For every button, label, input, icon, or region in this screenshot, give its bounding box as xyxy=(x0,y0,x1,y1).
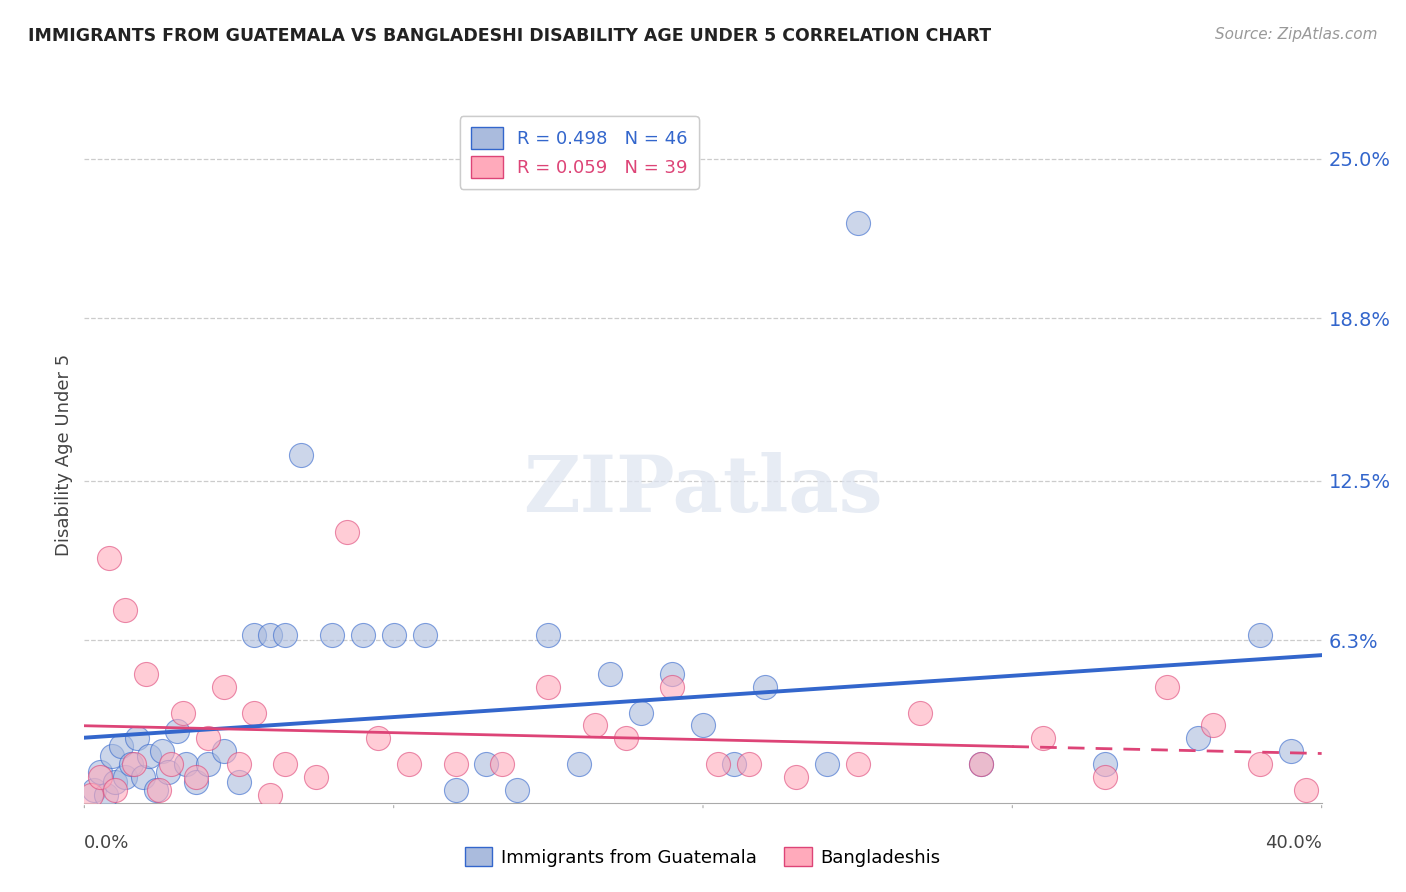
Point xyxy=(259,788,281,802)
Point xyxy=(692,718,714,732)
Point xyxy=(114,602,136,616)
Point xyxy=(475,757,498,772)
Point xyxy=(583,718,606,732)
Point xyxy=(661,667,683,681)
Point xyxy=(398,757,420,772)
Point xyxy=(970,757,993,772)
Point xyxy=(336,525,359,540)
Legend: Immigrants from Guatemala, Bangladeshis: Immigrants from Guatemala, Bangladeshis xyxy=(458,840,948,874)
Point xyxy=(110,739,132,753)
Point xyxy=(1279,744,1302,758)
Point xyxy=(1295,783,1317,797)
Point xyxy=(846,757,869,772)
Point xyxy=(259,628,281,642)
Point xyxy=(367,731,389,746)
Text: IMMIGRANTS FROM GUATEMALA VS BANGLADESHI DISABILITY AGE UNDER 5 CORRELATION CHAR: IMMIGRANTS FROM GUATEMALA VS BANGLADESHI… xyxy=(28,27,991,45)
Point xyxy=(172,706,194,720)
Point xyxy=(970,757,993,772)
Point xyxy=(785,770,807,784)
Point xyxy=(908,706,931,720)
Point xyxy=(98,551,121,566)
Point xyxy=(846,216,869,230)
Point xyxy=(723,757,745,772)
Point xyxy=(614,731,637,746)
Point xyxy=(104,783,127,797)
Point xyxy=(83,783,105,797)
Point xyxy=(94,788,117,802)
Text: Source: ZipAtlas.com: Source: ZipAtlas.com xyxy=(1215,27,1378,42)
Point xyxy=(630,706,652,720)
Point xyxy=(506,783,529,797)
Point xyxy=(661,680,683,694)
Point xyxy=(101,749,124,764)
Point xyxy=(79,788,101,802)
Point xyxy=(132,770,155,784)
Point xyxy=(413,628,436,642)
Point xyxy=(1249,628,1271,642)
Text: 40.0%: 40.0% xyxy=(1265,834,1322,852)
Point xyxy=(184,775,207,789)
Point xyxy=(1156,680,1178,694)
Point xyxy=(212,680,235,694)
Y-axis label: Disability Age Under 5: Disability Age Under 5 xyxy=(55,354,73,556)
Point xyxy=(243,706,266,720)
Point xyxy=(160,757,183,772)
Point xyxy=(228,757,250,772)
Point xyxy=(1094,770,1116,784)
Point xyxy=(120,757,142,772)
Point xyxy=(1202,718,1225,732)
Point xyxy=(274,628,297,642)
Point xyxy=(537,680,560,694)
Point xyxy=(491,757,513,772)
Point xyxy=(125,731,148,746)
Point xyxy=(305,770,328,784)
Point xyxy=(156,764,179,779)
Point xyxy=(148,783,170,797)
Point xyxy=(738,757,761,772)
Point xyxy=(150,744,173,758)
Point xyxy=(135,667,157,681)
Point xyxy=(138,749,160,764)
Point xyxy=(89,770,111,784)
Point xyxy=(1094,757,1116,772)
Text: 0.0%: 0.0% xyxy=(84,834,129,852)
Point xyxy=(1032,731,1054,746)
Point xyxy=(243,628,266,642)
Point xyxy=(212,744,235,758)
Point xyxy=(1187,731,1209,746)
Point xyxy=(114,770,136,784)
Point xyxy=(382,628,405,642)
Point xyxy=(815,757,838,772)
Point xyxy=(89,764,111,779)
Point xyxy=(537,628,560,642)
Text: ZIPatlas: ZIPatlas xyxy=(523,451,883,528)
Point xyxy=(228,775,250,789)
Point xyxy=(568,757,591,772)
Point xyxy=(104,775,127,789)
Point xyxy=(444,757,467,772)
Point xyxy=(122,757,145,772)
Point xyxy=(290,448,312,462)
Point xyxy=(145,783,167,797)
Point xyxy=(176,757,198,772)
Point xyxy=(197,757,219,772)
Point xyxy=(184,770,207,784)
Point xyxy=(754,680,776,694)
Point xyxy=(444,783,467,797)
Point xyxy=(707,757,730,772)
Point xyxy=(599,667,621,681)
Point xyxy=(352,628,374,642)
Point xyxy=(166,723,188,738)
Point xyxy=(197,731,219,746)
Point xyxy=(1249,757,1271,772)
Point xyxy=(321,628,343,642)
Point xyxy=(274,757,297,772)
Legend: R = 0.498   N = 46, R = 0.059   N = 39: R = 0.498 N = 46, R = 0.059 N = 39 xyxy=(460,116,699,189)
